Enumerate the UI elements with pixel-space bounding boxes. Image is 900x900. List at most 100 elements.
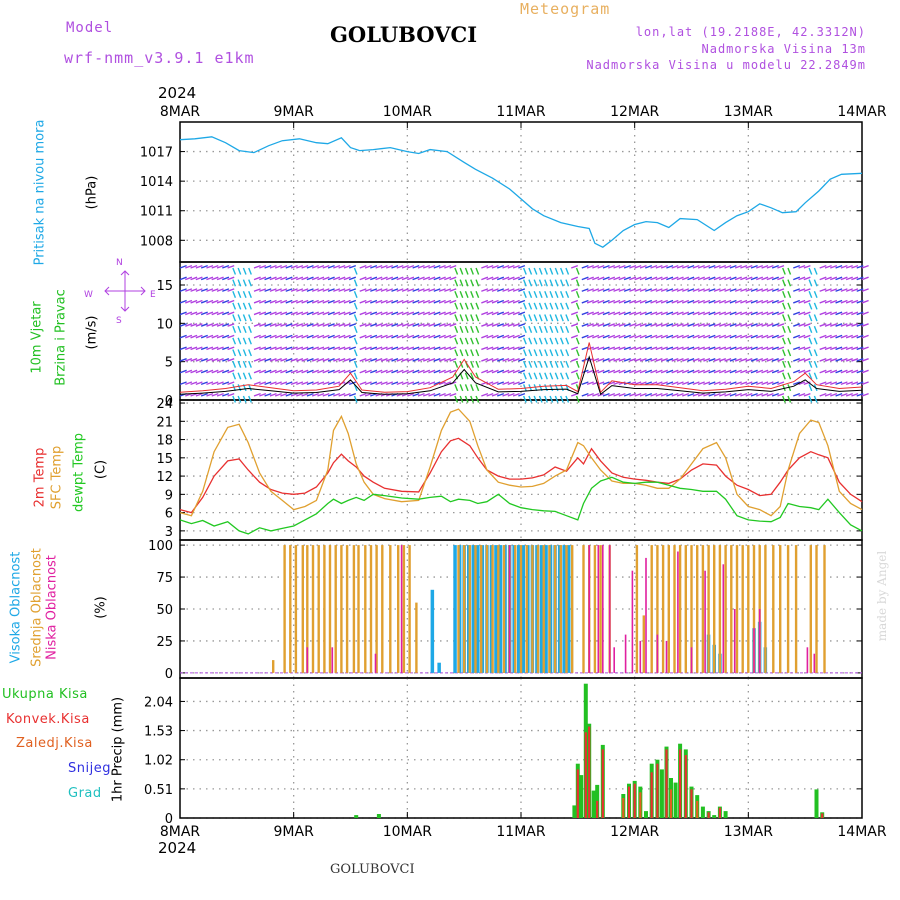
precip-bar: [718, 807, 721, 818]
wind-arrow: [512, 311, 520, 316]
wind-arrow: [666, 288, 674, 292]
wind-arrow: [528, 302, 533, 310]
wind-arrow: [666, 369, 674, 374]
legend-total: Ukupna Kisa: [2, 687, 88, 702]
wind-arrow: [565, 360, 570, 368]
precip-bar: [656, 763, 659, 818]
wind-arrow: [771, 311, 779, 316]
wind-arrow: [581, 323, 589, 327]
wind-arrow: [496, 381, 505, 386]
cloud-bar-mid: [667, 545, 670, 673]
wind-arrow: [851, 288, 859, 292]
wind-arrow: [301, 288, 309, 292]
wind-arrow: [391, 311, 399, 316]
cloud-bar-low: [639, 640, 642, 673]
wind-arrow: [803, 276, 811, 281]
wind-arrow: [253, 381, 261, 386]
wind-arrow: [660, 334, 668, 339]
wind-arrow: [396, 346, 404, 351]
wind-arrow: [734, 323, 742, 327]
wind-arrow: [407, 264, 415, 269]
wind-arrow: [618, 311, 626, 316]
wind-arrow: [417, 299, 425, 304]
precip-bar: [572, 805, 577, 818]
wind-arrow: [634, 334, 642, 339]
wind-arrow: [491, 369, 499, 374]
wind-arrow: [719, 369, 727, 374]
wind-arrow: [798, 288, 806, 292]
wind-arrow: [512, 276, 520, 281]
wind-arrow: [185, 264, 193, 269]
wind-arrow: [570, 381, 579, 386]
wind-arrow: [813, 349, 818, 357]
wind-arrow: [522, 337, 527, 345]
wind-arrow: [618, 358, 626, 362]
cloud-bar-mid: [375, 545, 378, 673]
wind-arrow: [179, 311, 187, 316]
wind-arrow: [518, 346, 526, 351]
wind-arrow: [211, 323, 219, 327]
wind-arrow: [650, 358, 658, 362]
wind-arrow: [782, 279, 786, 287]
wind-arrow: [274, 358, 282, 362]
wind-arrow: [195, 369, 203, 374]
wind-arrow: [629, 369, 637, 374]
wind-arrow: [692, 323, 700, 327]
wind-arrow: [317, 346, 325, 351]
wind-arrow: [449, 358, 457, 362]
wind-arrow: [401, 323, 409, 327]
wind-arrow: [522, 325, 527, 333]
wind-arrow: [724, 311, 732, 316]
wind-arrow: [280, 381, 288, 386]
wind-arrow: [618, 299, 626, 304]
wind-arrow: [676, 346, 684, 351]
wind-arrow: [634, 323, 642, 327]
wind-arrow: [549, 291, 554, 299]
wind-arrow: [353, 337, 358, 345]
cloud-bar-mid: [283, 545, 286, 673]
cloud-bar-mid: [779, 545, 782, 673]
wind-arrow: [242, 372, 247, 380]
x-tick-label-bottom: 13MAR: [724, 824, 773, 840]
wind-arrow: [538, 314, 543, 322]
wind-arrow: [629, 323, 637, 327]
wind-arrow: [470, 337, 474, 345]
wind-arrow: [559, 360, 564, 368]
wind-arrow: [734, 299, 742, 304]
wind-arrow: [793, 334, 801, 339]
wind-arrow: [629, 299, 637, 304]
wind-arrow: [819, 288, 827, 292]
wind-arrow: [422, 334, 431, 339]
wind-arrow: [634, 346, 642, 351]
wind-arrow: [333, 311, 341, 316]
wind-arrow: [422, 288, 431, 292]
cloud-bar-mid: [294, 545, 298, 673]
wind-arrow: [396, 276, 404, 281]
wind-arrow: [412, 288, 420, 292]
wind-arrow: [692, 311, 700, 316]
wind-arrow: [348, 288, 357, 292]
y-tick-label: 2.04: [144, 695, 173, 710]
wind-arrow: [459, 279, 464, 287]
wind-arrow: [777, 381, 785, 386]
cloud-bar-mid: [764, 545, 767, 673]
wind-arrow: [301, 392, 309, 397]
wind-arrow: [592, 323, 600, 327]
wind-arrow: [486, 346, 494, 351]
wind-arrow: [544, 372, 548, 380]
wind-arrow: [280, 276, 288, 281]
wind-arrow: [512, 346, 520, 351]
wind-arrow: [740, 264, 748, 269]
wind-arrow: [703, 264, 711, 269]
wind-arrow: [856, 311, 864, 316]
wind-arrow: [697, 323, 705, 327]
wind-arrow: [296, 358, 304, 362]
wind-arrow: [851, 299, 859, 304]
wind-arrow: [417, 334, 425, 339]
wind-arrow: [549, 372, 554, 380]
wind-arrow: [280, 288, 288, 292]
wind-arrow: [528, 279, 533, 287]
wind-arrow: [375, 369, 383, 374]
wind-arrow: [285, 323, 293, 327]
cloud-bar-mid: [352, 545, 356, 673]
